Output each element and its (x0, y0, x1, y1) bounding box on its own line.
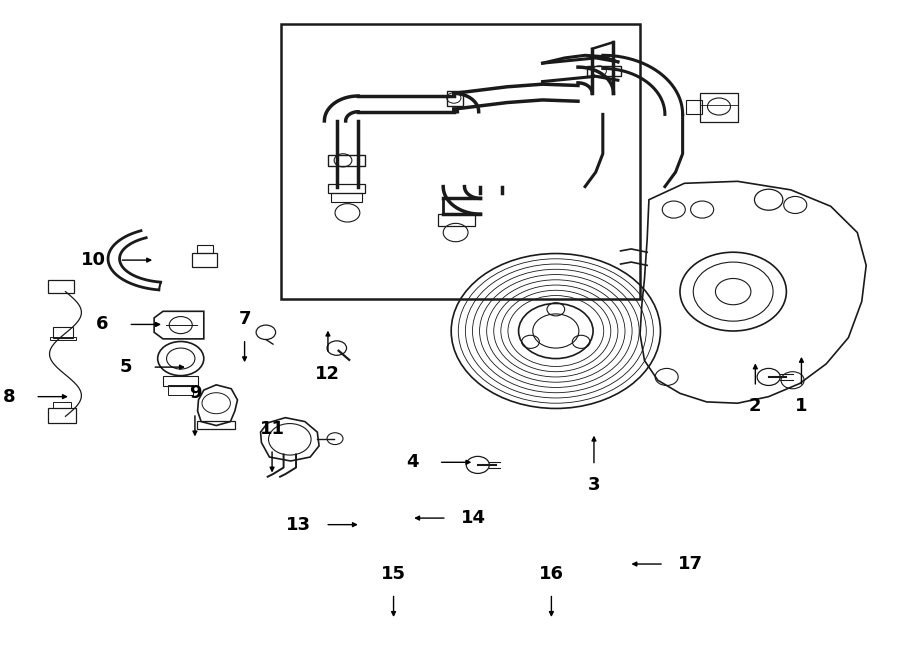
Bar (331, 193, 362, 203)
Bar (197, 421, 235, 430)
Bar (328, 184, 365, 193)
Bar (197, 245, 212, 253)
Text: 14: 14 (461, 509, 486, 527)
Bar (53, 327, 73, 338)
Text: 6: 6 (95, 315, 108, 334)
Bar (700, 93, 738, 122)
Bar (53, 402, 71, 408)
Text: 10: 10 (80, 251, 105, 269)
Bar (193, 253, 217, 267)
Bar (48, 280, 75, 293)
Text: 2: 2 (749, 397, 761, 416)
Bar (168, 385, 194, 395)
Bar (163, 375, 199, 386)
Text: 16: 16 (539, 565, 564, 583)
Bar (281, 24, 640, 299)
Text: 8: 8 (3, 388, 15, 406)
Bar (48, 408, 76, 423)
Text: 15: 15 (381, 565, 406, 583)
Text: 9: 9 (189, 385, 202, 402)
Bar (587, 66, 621, 76)
Text: 4: 4 (406, 453, 419, 471)
Text: 17: 17 (678, 555, 703, 573)
Bar (328, 155, 365, 166)
Text: 1: 1 (796, 397, 807, 416)
Bar (438, 214, 475, 226)
Bar (686, 100, 702, 115)
Bar (446, 91, 463, 106)
Bar (50, 337, 76, 340)
Text: 11: 11 (259, 420, 284, 438)
Text: 13: 13 (286, 516, 311, 534)
Text: 12: 12 (315, 365, 340, 383)
Text: 7: 7 (238, 310, 251, 328)
Text: 5: 5 (120, 358, 132, 376)
Text: 3: 3 (588, 476, 600, 495)
